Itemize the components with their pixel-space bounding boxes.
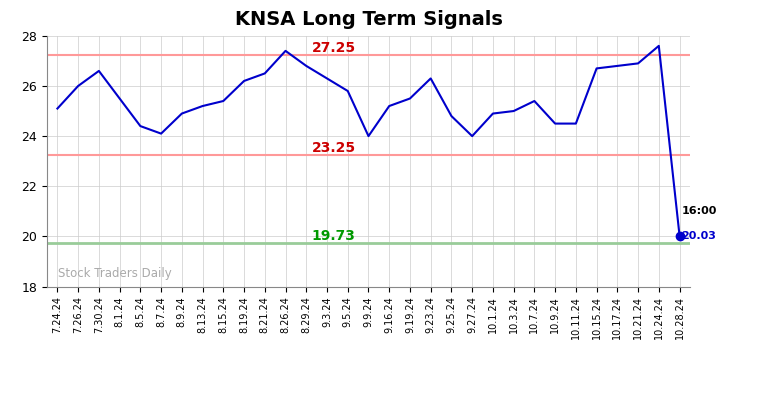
Text: 23.25: 23.25	[312, 141, 356, 155]
Text: 27.25: 27.25	[312, 41, 356, 55]
Text: 19.73: 19.73	[312, 229, 356, 243]
Text: 20.03: 20.03	[681, 231, 717, 241]
Text: Stock Traders Daily: Stock Traders Daily	[58, 267, 172, 280]
Text: 16:00: 16:00	[681, 206, 717, 216]
Title: KNSA Long Term Signals: KNSA Long Term Signals	[234, 10, 503, 29]
